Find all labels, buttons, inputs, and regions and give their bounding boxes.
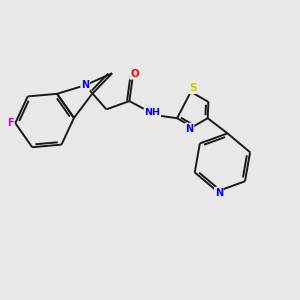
Text: N: N (215, 188, 223, 198)
Text: S: S (190, 83, 197, 93)
Text: NH: NH (144, 108, 160, 117)
Text: O: O (130, 69, 139, 79)
Text: N: N (81, 80, 89, 90)
Text: F: F (7, 118, 13, 128)
Text: N: N (185, 124, 194, 134)
